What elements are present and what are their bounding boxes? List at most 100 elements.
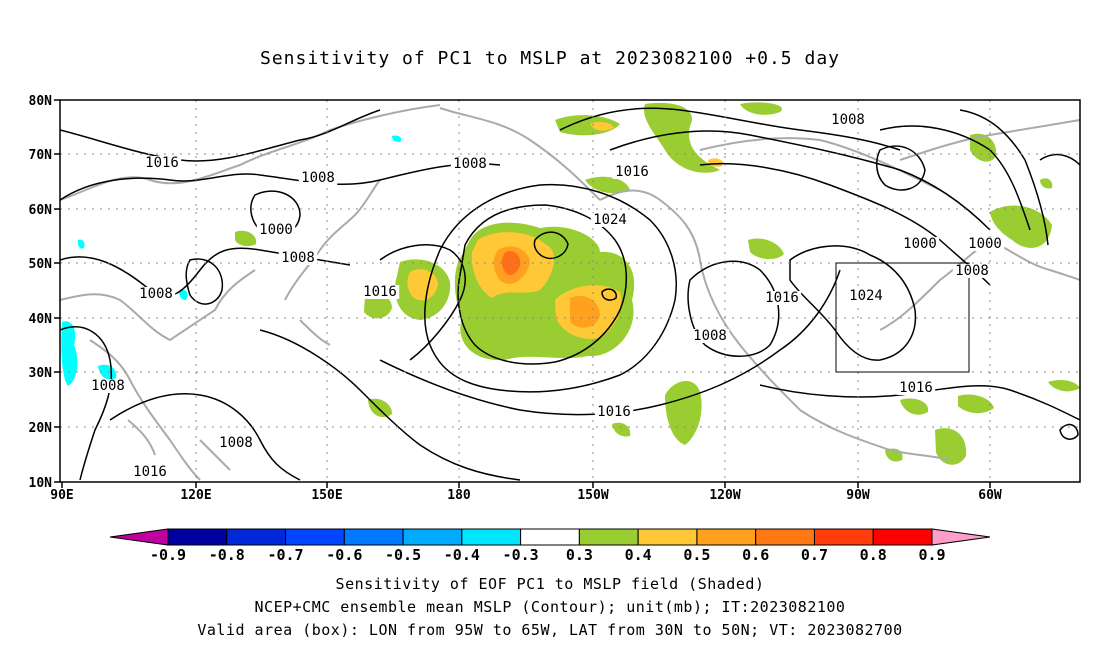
contour-label-bg: [612, 165, 652, 179]
contour-label-bg: [142, 156, 182, 170]
positive-sensitivity-region: [570, 296, 600, 328]
caption-valid-area: Valid area (box): LON from 95W to 65W, L…: [197, 621, 903, 639]
negative-sensitivity-region: [392, 135, 402, 142]
contour-label-bg: [136, 287, 176, 301]
positive-sensitivity-region: [1048, 380, 1080, 392]
mslp-contours: [60, 107, 1080, 481]
lon-tick-label: 90E: [50, 488, 73, 503]
colorbar-box: [872, 528, 933, 546]
positive-sensitivity-region: [740, 102, 782, 115]
colorbar-box: [167, 528, 228, 546]
lon-tick-label: 60W: [978, 488, 1002, 503]
contour-label: 1008: [91, 378, 125, 394]
contour-label-bg: [88, 379, 128, 393]
colorbar-box: [461, 528, 522, 546]
positive-sensitivity-region: [612, 422, 631, 437]
valid-area-box: [835, 262, 970, 373]
colorbar-label: -0.9: [150, 546, 186, 564]
colorbar-label: -0.3: [503, 546, 539, 564]
contour-label: 1016: [145, 155, 179, 171]
positive-sensitivity-region: [478, 315, 505, 346]
contour-label: 1016: [363, 284, 397, 300]
colorbar-label: -0.8: [209, 546, 245, 564]
contour-label: 1008: [693, 328, 727, 344]
contour-label-bg: [590, 213, 630, 227]
contour-label: 1024: [593, 212, 627, 228]
lat-tick-label: 80N: [29, 94, 53, 109]
colorbar-label: -0.6: [326, 546, 362, 564]
contour-label: 1000: [259, 222, 293, 238]
coastlines: [60, 104, 1080, 481]
contour-label-bg: [130, 465, 170, 479]
positive-sensitivity-region: [958, 394, 994, 414]
map-frame: [59, 99, 1081, 483]
lat-tick-label: 10N: [29, 476, 53, 491]
colorbar-label: 0.9: [918, 546, 945, 564]
contour-label: 1008: [219, 435, 253, 451]
contour-label: 1016: [133, 464, 167, 480]
positive-sensitivity-region: [900, 398, 929, 415]
colorbar-box: [755, 528, 815, 546]
colorbar-box: [637, 528, 698, 546]
contour-label-bg: [896, 381, 936, 395]
positive-sensitivity-region: [590, 121, 614, 131]
colorbar-label: -0.5: [385, 546, 421, 564]
contour-label: 1008: [453, 156, 487, 172]
contour-label-bg: [216, 436, 256, 450]
contour-label: 1000: [903, 236, 937, 252]
colorbar-box: [402, 528, 463, 546]
contour-label: 1008: [955, 263, 989, 279]
colorbar-label: -0.4: [444, 546, 480, 564]
contour-label-bg: [762, 291, 802, 305]
contour-label: 1008: [831, 112, 865, 128]
colorbar-label: 0.3: [566, 546, 593, 564]
lon-tick-label: 180: [447, 488, 471, 503]
lon-tick-label: 150E: [311, 488, 342, 503]
contour-label: 1000: [968, 236, 1002, 252]
colorbar-box: [696, 528, 757, 546]
contour-label: 1016: [597, 404, 631, 420]
contour-label: 1016: [899, 380, 933, 396]
lat-tick-label: 40N: [29, 312, 53, 327]
colorbar-box: [343, 528, 404, 546]
caption-shading: Sensitivity of EOF PC1 to MSLP field (Sh…: [335, 575, 765, 593]
contour-label-bg: [900, 237, 940, 251]
contour-label-bg: [846, 289, 886, 303]
contour-label-bg: [952, 264, 992, 278]
colorbar-boxes: [109, 528, 991, 546]
lat-tick-label: 70N: [29, 148, 53, 163]
colorbar-box: [226, 528, 287, 546]
contour-labels: 1016 1008 1008 1000 1008 1008 1016 1016 1024 1016…: [88, 112, 1005, 480]
contour-label: 1008: [301, 170, 335, 186]
colorbar-label: 0.7: [801, 546, 828, 564]
lon-tick-label: 120W: [709, 488, 740, 503]
contour-label-bg: [450, 157, 490, 171]
positive-sensitivity-region: [990, 205, 1052, 248]
colorbar-label: -0.7: [267, 546, 303, 564]
contour-label: 1016: [765, 290, 799, 306]
lat-tick-label: 50N: [29, 257, 53, 272]
map-title: Sensitivity of PC1 to MSLP at 2023082100…: [259, 48, 840, 69]
positive-sensitivity-region: [585, 176, 630, 194]
colorbar-high-triangle: [931, 528, 991, 546]
colorbar-label: 0.6: [742, 546, 769, 564]
contour-label-bg: [256, 223, 296, 237]
lon-tick-label: 120E: [180, 488, 211, 503]
positive-sensitivity-region: [748, 238, 784, 260]
contour-label-bg: [360, 285, 400, 299]
contour-label: 1008: [139, 286, 173, 302]
positive-sensitivity-region: [1040, 178, 1053, 189]
contour-label-bg: [298, 171, 338, 185]
colorbar-box: [813, 528, 874, 546]
lon-tick-label: 150W: [577, 488, 608, 503]
positive-sensitivity-region: [935, 428, 967, 465]
negative-sensitivity-region: [179, 289, 188, 300]
colorbar-box: [520, 528, 580, 546]
contour-label-bg: [278, 251, 318, 265]
colorbar-low-triangle: [109, 528, 169, 546]
contour-label: 1024: [849, 288, 883, 304]
contour-label: 1016: [615, 164, 649, 180]
